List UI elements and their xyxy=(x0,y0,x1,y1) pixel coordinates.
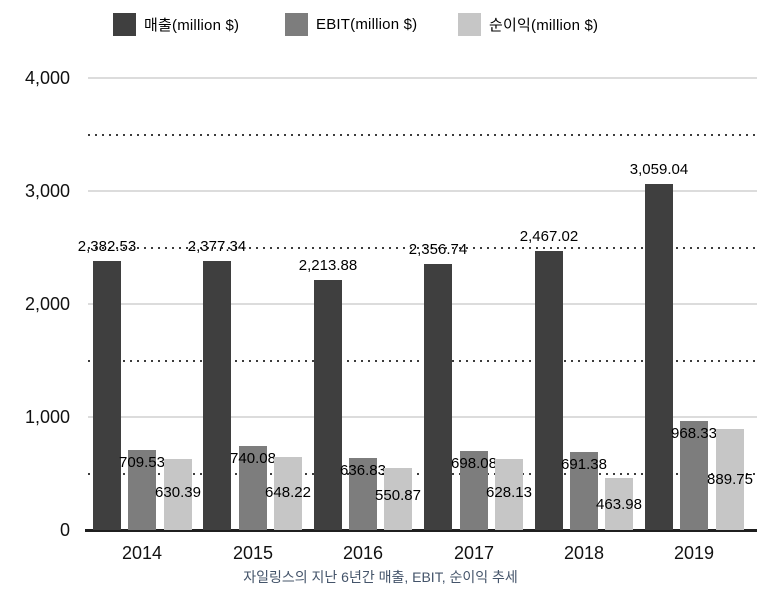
value-label-revenue-2015: 2,377.34 xyxy=(187,238,247,256)
x-tick-label-2019: 2019 xyxy=(673,543,715,563)
gridline-minor-500 xyxy=(88,472,757,475)
x-tick-label-2015: 2015 xyxy=(232,543,274,563)
bar-net-income-2015 xyxy=(274,456,302,530)
value-label-ebit-2017: 698.08 xyxy=(451,455,497,473)
bar-net-income-2016 xyxy=(384,467,412,530)
bar-revenue-2015 xyxy=(203,261,231,530)
bar-revenue-2019 xyxy=(645,184,673,530)
bar-ebit-2015 xyxy=(239,446,267,530)
chart-caption: 자일링스의 지난 6년간 매출, EBIT, 순이익 추세 xyxy=(243,569,518,585)
y-tick-label-3000: 3,000 xyxy=(24,181,70,201)
value-label-ebit-2018: 691.38 xyxy=(561,455,607,473)
value-label-ebit-2019: 968.33 xyxy=(671,424,717,442)
value-label-revenue-2016: 2,213.88 xyxy=(298,256,358,274)
legend-swatch-revenue xyxy=(113,12,136,36)
y-tick-label-2000: 2,000 xyxy=(24,294,70,314)
y-tick-label-4000: 4,000 xyxy=(24,68,70,88)
x-axis-baseline xyxy=(85,529,757,532)
value-label-revenue-2014: 2,382.53 xyxy=(77,237,137,255)
legend-swatch-ebit xyxy=(285,12,308,36)
gridline-major-1000 xyxy=(88,416,757,418)
value-label-ebit-2016: 636.83 xyxy=(340,462,386,480)
value-label-revenue-2017: 2,356.74 xyxy=(408,240,468,258)
y-tick-label-1000: 1,000 xyxy=(24,407,70,427)
gridline-major-4000 xyxy=(88,77,757,79)
value-label-ebit-2015: 740.08 xyxy=(230,450,276,468)
legend-label-net-income: 순이익(million $) xyxy=(489,16,599,34)
bar-net-income-2019 xyxy=(716,429,744,530)
value-label-net-income-2014: 630.39 xyxy=(155,483,201,501)
x-tick-label-2016: 2016 xyxy=(342,543,384,563)
bar-ebit-2014 xyxy=(128,449,156,530)
y-tick-label-0: 0 xyxy=(59,520,70,540)
value-label-net-income-2019: 889.75 xyxy=(707,471,753,489)
gridline-major-2000 xyxy=(88,303,757,305)
value-label-revenue-2019: 3,059.04 xyxy=(629,161,689,179)
value-label-revenue-2018: 2,467.02 xyxy=(519,228,579,246)
gridline-major-3000 xyxy=(88,190,757,192)
legend-swatch-net-income xyxy=(458,12,481,36)
bar-ebit-2017 xyxy=(460,451,488,530)
bar-net-income-2018 xyxy=(605,477,633,530)
legend-item-ebit: EBIT(million $) xyxy=(285,12,417,36)
value-label-net-income-2018: 463.98 xyxy=(596,495,642,513)
legend-label-revenue: 매출(million $) xyxy=(144,16,240,34)
x-tick-label-2014: 2014 xyxy=(121,543,163,563)
value-label-net-income-2017: 628.13 xyxy=(486,484,532,502)
bar-net-income-2017 xyxy=(495,459,523,530)
bar-net-income-2014 xyxy=(164,458,192,530)
legend-item-net-income: 순이익(million $) xyxy=(458,12,598,36)
bar-ebit-2016 xyxy=(349,458,377,530)
value-label-net-income-2015: 648.22 xyxy=(265,483,311,501)
value-label-net-income-2016: 550.87 xyxy=(375,486,421,504)
gridline-minor-2500 xyxy=(88,246,757,249)
bar-ebit-2018 xyxy=(570,451,598,530)
legend-item-revenue: 매출(million $) xyxy=(113,12,239,36)
bar-revenue-2017 xyxy=(424,263,452,530)
bar-revenue-2018 xyxy=(535,251,563,530)
value-label-ebit-2014: 709.53 xyxy=(119,453,165,471)
bar-ebit-2019 xyxy=(680,420,708,530)
bar-revenue-2014 xyxy=(93,260,121,530)
gridline-minor-1500 xyxy=(88,359,757,362)
gridline-minor-3500 xyxy=(88,133,757,136)
legend-label-ebit: EBIT(million $) xyxy=(316,15,418,33)
bar-revenue-2016 xyxy=(314,279,342,530)
x-tick-label-2018: 2018 xyxy=(563,543,605,563)
x-tick-label-2017: 2017 xyxy=(453,543,495,563)
